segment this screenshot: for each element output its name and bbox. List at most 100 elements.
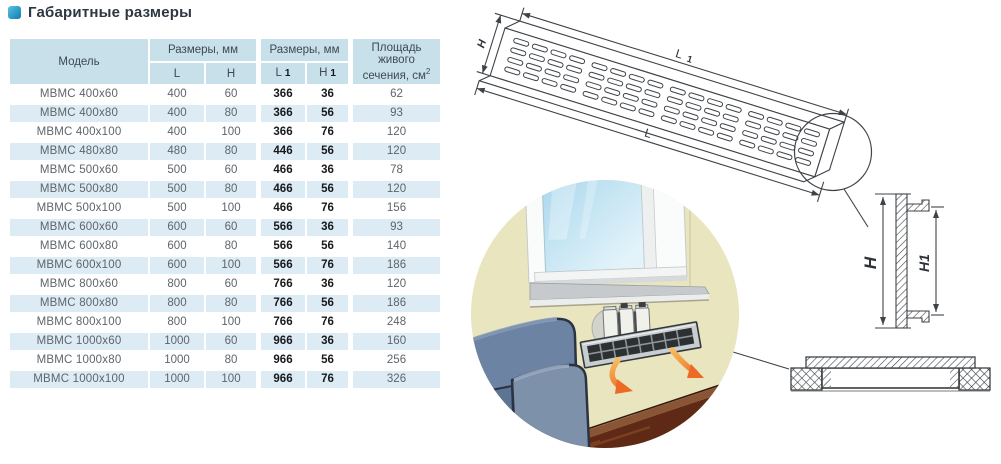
h1-cell: 36 xyxy=(307,86,348,103)
h-cell: 100 xyxy=(206,314,256,331)
section-bullet-icon xyxy=(8,6,21,19)
h-cell: 80 xyxy=(206,238,256,255)
area-cell: 120 xyxy=(350,181,440,198)
area-cell: 120 xyxy=(350,276,440,293)
col-group-sizes: Размеры, мм xyxy=(150,39,256,61)
model-cell: МВМС 1000x60 xyxy=(10,333,148,350)
col-h: H xyxy=(206,63,256,84)
l1-cell: 466 xyxy=(258,200,305,217)
table-row: МВМС 400x80 400 80 366 56 93 xyxy=(10,105,440,122)
model-cell: МВМС 800x100 xyxy=(10,314,148,331)
h-cell: 80 xyxy=(206,295,256,312)
profile-drawing: H H1 xyxy=(861,193,944,329)
model-cell: МВМС 800x60 xyxy=(10,276,148,293)
l1-cell: 966 xyxy=(258,371,305,388)
dim-label-l: L xyxy=(643,126,654,141)
model-cell: МВМС 400x60 xyxy=(10,86,148,103)
h-cell: 80 xyxy=(206,352,256,369)
dim-label-h: H xyxy=(475,37,489,49)
model-cell: МВМС 500x60 xyxy=(10,162,148,179)
l-cell: 500 xyxy=(150,162,204,179)
h-cell: 80 xyxy=(206,181,256,198)
table-row: МВМС 1000x60 1000 60 966 36 160 xyxy=(10,333,440,350)
l-cell: 500 xyxy=(150,181,204,198)
l-cell: 500 xyxy=(150,200,204,217)
col-area: Площадь живого сечения, см2 xyxy=(350,39,440,84)
model-cell: МВМС 500x100 xyxy=(10,200,148,217)
l1-cell: 566 xyxy=(258,257,305,274)
h-cell: 100 xyxy=(206,257,256,274)
dimensions-table: Модель Размеры, мм Размеры, мм Площадь ж… xyxy=(8,37,442,390)
h-cell: 80 xyxy=(206,143,256,160)
h1-cell: 76 xyxy=(307,371,348,388)
l-cell: 600 xyxy=(150,238,204,255)
l-cell: 480 xyxy=(150,143,204,160)
model-cell: МВМС 500x80 xyxy=(10,181,148,198)
h-cell: 60 xyxy=(206,333,256,350)
h1-cell: 56 xyxy=(307,238,348,255)
dim-label-l1: L xyxy=(674,46,685,61)
l-cell: 1000 xyxy=(150,371,204,388)
model-cell: МВМС 1000x100 xyxy=(10,371,148,388)
h1-cell: 76 xyxy=(307,200,348,217)
l-cell: 1000 xyxy=(150,333,204,350)
table-row: МВМС 800x80 800 80 766 56 186 xyxy=(10,295,440,312)
h1-cell: 36 xyxy=(307,276,348,293)
l1-cell: 766 xyxy=(258,314,305,331)
table-row: МВМС 600x60 600 60 566 36 93 xyxy=(10,219,440,236)
l1-cell: 966 xyxy=(258,333,305,350)
l-cell: 400 xyxy=(150,105,204,122)
l-cell: 400 xyxy=(150,124,204,141)
h-cell: 60 xyxy=(206,276,256,293)
model-cell: МВМС 480x80 xyxy=(10,143,148,160)
area-cell: 186 xyxy=(350,295,440,312)
h-cell: 80 xyxy=(206,105,256,122)
h1-cell: 76 xyxy=(307,124,348,141)
installed-grille xyxy=(579,321,702,369)
h1-cell: 36 xyxy=(307,333,348,350)
col-group-sizes-inner: Размеры, мм xyxy=(258,39,348,61)
detail-callout-circle xyxy=(793,112,873,192)
area-cell: 156 xyxy=(350,200,440,217)
model-cell: МВМС 400x80 xyxy=(10,105,148,122)
h1-cell: 56 xyxy=(307,105,348,122)
h1-cell: 76 xyxy=(307,257,348,274)
l1-cell: 766 xyxy=(258,276,305,293)
l1-cell: 446 xyxy=(258,143,305,160)
l1-cell: 966 xyxy=(258,352,305,369)
h-cell: 60 xyxy=(206,219,256,236)
table-row: МВМС 400x100 400 100 366 76 120 xyxy=(10,124,440,141)
table-header: Модель Размеры, мм Размеры, мм Площадь ж… xyxy=(10,39,440,84)
h-cell: 100 xyxy=(206,200,256,217)
l-cell: 800 xyxy=(150,314,204,331)
l-cell: 600 xyxy=(150,257,204,274)
table-row: МВМС 600x80 600 80 566 56 140 xyxy=(10,238,440,255)
area-cell: 160 xyxy=(350,333,440,350)
model-cell: МВМС 1000x80 xyxy=(10,352,148,369)
l1-cell: 366 xyxy=(258,86,305,103)
l1-cell: 466 xyxy=(258,181,305,198)
col-model: Модель xyxy=(10,39,148,84)
l1-cell: 466 xyxy=(258,162,305,179)
area-cell: 326 xyxy=(350,371,440,388)
model-cell: МВМС 600x60 xyxy=(10,219,148,236)
model-cell: МВМС 600x100 xyxy=(10,257,148,274)
page-title: Габаритные размеры xyxy=(28,4,193,21)
col-l: L xyxy=(150,63,204,84)
l-cell: 600 xyxy=(150,219,204,236)
area-cell: 256 xyxy=(350,352,440,369)
h1-cell: 36 xyxy=(307,219,348,236)
table-row: МВМС 500x80 500 80 466 56 120 xyxy=(10,181,440,198)
area-cell: 248 xyxy=(350,314,440,331)
area-cell: 62 xyxy=(350,86,440,103)
table-row: МВМС 1000x100 1000 100 966 76 326 xyxy=(10,371,440,388)
l-cell: 800 xyxy=(150,295,204,312)
table-row: МВМС 500x100 500 100 466 76 156 xyxy=(10,200,440,217)
h1-cell: 56 xyxy=(307,295,348,312)
dim-label-l1-index: 1 xyxy=(685,54,694,66)
area-cell: 186 xyxy=(350,257,440,274)
table-row: МВМС 480x80 480 80 446 56 120 xyxy=(10,143,440,160)
h1-cell: 56 xyxy=(307,143,348,160)
